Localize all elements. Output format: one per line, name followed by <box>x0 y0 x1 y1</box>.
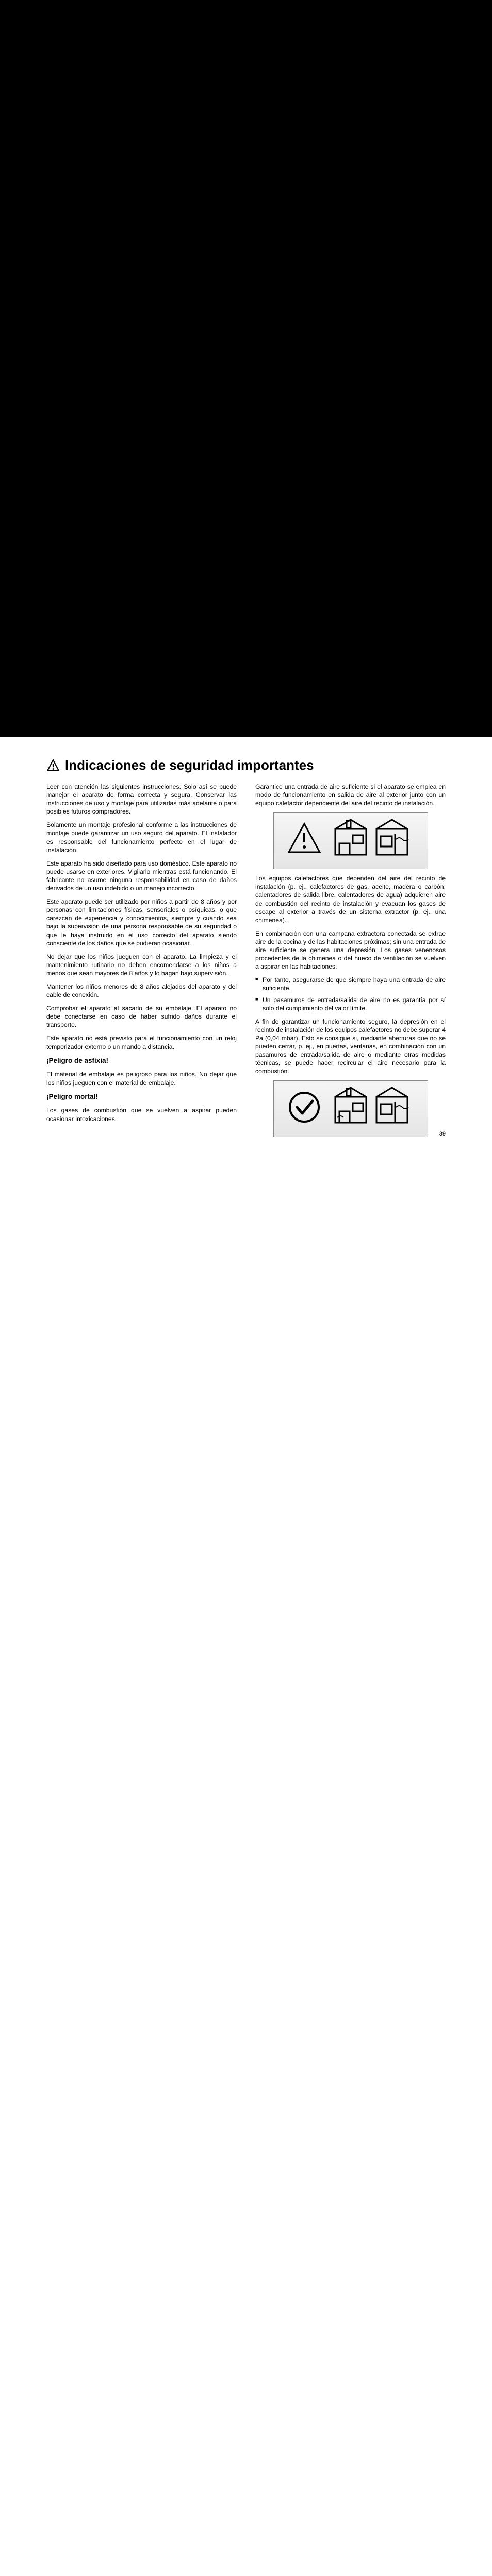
bottom-spacer <box>0 1168 492 2576</box>
top-black-region <box>0 0 492 737</box>
bullet-list: Por tanto, asegurarse de que siempre hay… <box>255 976 446 1012</box>
page-title: Indicaciones de seguridad importantes <box>65 757 314 773</box>
heading-mortal: ¡Peligro mortal! <box>46 1092 237 1101</box>
paragraph: A fin de garantizar un funcionamiento se… <box>255 1018 446 1076</box>
paragraph: Este aparato no está previsto para el fu… <box>46 1034 237 1050</box>
paragraph: Mantener los niños menores de 8 años ale… <box>46 982 237 999</box>
paragraph: Garantice una entrada de aire suficiente… <box>255 783 446 807</box>
document-content: Indicaciones de seguridad importantes Le… <box>0 737 492 1168</box>
paragraph: El material de embalaje es peligroso par… <box>46 1070 237 1087</box>
paragraph: Comprobar el aparato al sacarlo de su em… <box>46 1004 237 1029</box>
paragraph: Este aparato puede ser utilizado por niñ… <box>46 897 237 947</box>
paragraph: Solamente un montaje profesional conform… <box>46 821 237 854</box>
page-number: 39 <box>439 1131 446 1137</box>
illustration-danger <box>273 812 428 869</box>
title-row: Indicaciones de seguridad importantes <box>46 757 446 773</box>
paragraph: Este aparato ha sido diseñado para uso d… <box>46 859 237 892</box>
paragraph: No dejar que los niños jueguen con el ap… <box>46 953 237 977</box>
body-columns: Leer con atención las siguientes instruc… <box>46 783 446 1137</box>
paragraph: Los equipos calefactores que dependen de… <box>255 874 446 924</box>
paragraph: Los gases de combustión que se vuelven a… <box>46 1106 237 1123</box>
exhaust-ok-icon <box>284 1087 418 1131</box>
paragraph: Leer con atención las siguientes instruc… <box>46 783 237 816</box>
warning-triangle-icon <box>46 759 60 772</box>
heading-asfixia: ¡Peligro de asfixia! <box>46 1056 237 1065</box>
list-item: Por tanto, asegurarse de que siempre hay… <box>255 976 446 992</box>
illustration-ok <box>273 1080 428 1137</box>
exhaust-danger-icon <box>284 819 418 863</box>
paragraph: En combinación con una campana extractor… <box>255 929 446 971</box>
list-item: Un pasamuros de entrada/salida de aire n… <box>255 996 446 1012</box>
